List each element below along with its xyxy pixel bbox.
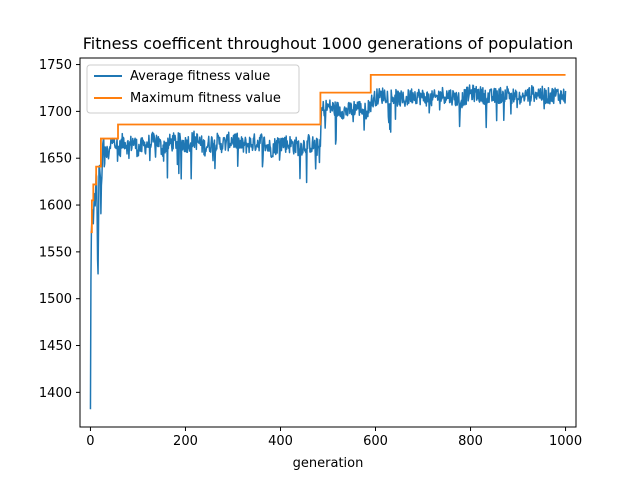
legend-label-average: Average fitness value bbox=[130, 69, 270, 84]
series-line-maximum bbox=[90, 73, 566, 234]
series-layer bbox=[89, 73, 567, 410]
chart-title: Fitness coefficent throughout 1000 gener… bbox=[83, 34, 574, 53]
x-axis-label: generation bbox=[293, 456, 364, 471]
y-tick-label: 1450 bbox=[39, 339, 72, 354]
y-tick-label: 1400 bbox=[39, 386, 72, 401]
x-tick-label: 200 bbox=[173, 434, 198, 449]
x-tick-label: 600 bbox=[363, 434, 388, 449]
legend-box bbox=[86, 64, 300, 114]
y-tick-label: 1600 bbox=[39, 199, 72, 214]
y-tick-label: 1700 bbox=[39, 105, 72, 120]
plot-area: 0 200 400 600 800 1000 1400 1450 1500 1550 1600 16… bbox=[39, 57, 582, 449]
x-tick-label: 400 bbox=[268, 434, 293, 449]
x-axis: 0 200 400 600 800 1000 bbox=[86, 427, 582, 449]
x-tick-label: 1000 bbox=[549, 434, 582, 449]
plot-frame bbox=[79, 57, 577, 428]
x-tick-label: 0 bbox=[86, 434, 94, 449]
y-tick-label: 1550 bbox=[39, 245, 72, 260]
x-tick-label: 800 bbox=[458, 434, 483, 449]
y-tick-label: 1500 bbox=[39, 292, 72, 307]
legend-label-maximum: Maximum fitness value bbox=[130, 91, 281, 106]
legend: Average fitness value Maximum fitness va… bbox=[86, 64, 300, 114]
y-tick-label: 1650 bbox=[39, 152, 72, 167]
series-line-average bbox=[89, 84, 567, 410]
y-axis: 1400 1450 1500 1550 1600 1650 1700 1750 bbox=[39, 58, 80, 401]
y-tick-label: 1750 bbox=[39, 58, 72, 73]
